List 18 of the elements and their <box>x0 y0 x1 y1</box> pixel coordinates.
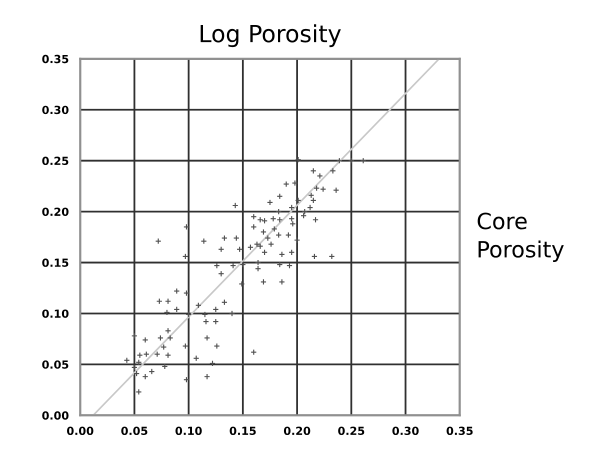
x-tick-label: 0.10 <box>175 426 202 436</box>
y-tick-label: 0.05 <box>42 360 68 369</box>
y-tick-label: 0.20 <box>42 208 69 216</box>
y-tick-label: 0.30 <box>42 106 69 114</box>
chart-title: Log Porosity <box>200 24 341 48</box>
y-tick-label: 0.25 <box>42 156 68 166</box>
x-tick-label: 0.15 <box>230 426 256 436</box>
x-tick-label: 0.00 <box>67 426 94 436</box>
x-tick-label: 0.05 <box>121 426 148 436</box>
y-tick-label: 0.15 <box>42 258 68 267</box>
y-tick-label: 0.00 <box>42 411 69 420</box>
x-tick-label: 0.35 <box>446 426 473 436</box>
y-tick-label: 0.10 <box>42 309 69 318</box>
y-tick-label: 0.35 <box>42 54 68 64</box>
y-axis-title: Core Porosity <box>478 212 564 262</box>
x-tick-label: 0.30 <box>392 426 419 436</box>
x-tick-label: 0.20 <box>284 426 310 436</box>
x-tick-label: 0.25 <box>338 426 364 436</box>
